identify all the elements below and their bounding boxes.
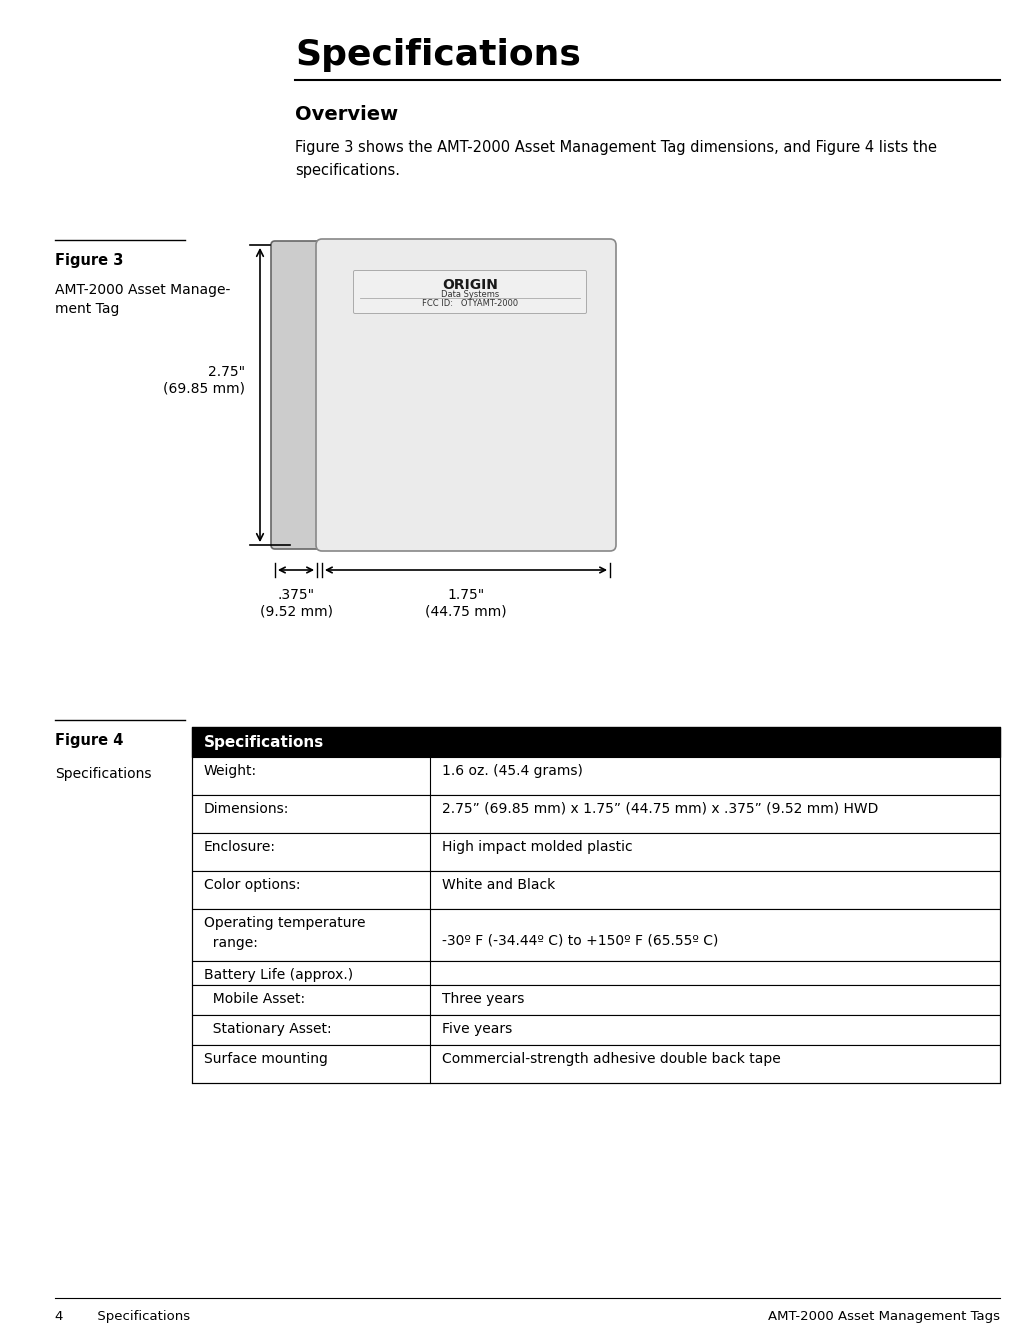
FancyBboxPatch shape	[354, 270, 587, 314]
Text: 4        Specifications: 4 Specifications	[55, 1311, 191, 1323]
Text: 2.75” (69.85 mm) x 1.75” (44.75 mm) x .375” (9.52 mm) HWD: 2.75” (69.85 mm) x 1.75” (44.75 mm) x .3…	[442, 802, 878, 816]
Bar	[192, 985, 1000, 1015]
Text: 2.75"
(69.85 mm): 2.75" (69.85 mm)	[163, 365, 245, 395]
Text: Three years: Three years	[442, 993, 525, 1006]
Bar	[192, 1045, 1000, 1083]
Text: AMT-2000 Asset Manage-
ment Tag: AMT-2000 Asset Manage- ment Tag	[55, 283, 230, 317]
Text: High impact molded plastic: High impact molded plastic	[442, 840, 633, 854]
Bar	[192, 834, 1000, 871]
Bar	[192, 871, 1000, 908]
Text: FCC ID:   OTYAMT-2000: FCC ID: OTYAMT-2000	[422, 299, 518, 309]
Text: Overview: Overview	[294, 106, 398, 124]
Text: Color options:: Color options:	[204, 878, 301, 892]
Bar	[192, 727, 1000, 758]
Text: Surface mounting: Surface mounting	[204, 1051, 328, 1066]
Bar	[192, 908, 1000, 961]
Text: Figure 3: Figure 3	[55, 253, 123, 269]
Text: Dimensions:: Dimensions:	[204, 802, 289, 816]
Bar	[192, 758, 1000, 795]
Text: Five years: Five years	[442, 1022, 513, 1035]
Text: White and Black: White and Black	[442, 878, 555, 892]
Text: .375"
(9.52 mm): .375" (9.52 mm)	[260, 588, 332, 619]
Text: Data Systems: Data Systems	[441, 290, 499, 299]
Bar	[192, 795, 1000, 834]
Text: Enclosure:: Enclosure:	[204, 840, 276, 854]
Text: Mobile Asset:: Mobile Asset:	[204, 993, 305, 1006]
Bar	[192, 1015, 1000, 1045]
Text: Specifications: Specifications	[55, 767, 152, 782]
Text: Weight:: Weight:	[204, 764, 257, 778]
Text: Specifications: Specifications	[204, 735, 324, 749]
FancyBboxPatch shape	[316, 239, 616, 550]
Text: Figure 4: Figure 4	[55, 733, 123, 748]
Text: Figure 3 shows the AMT-2000 Asset Management Tag dimensions, and Figure 4 lists : Figure 3 shows the AMT-2000 Asset Manage…	[294, 140, 937, 179]
Text: Operating temperature
  range:: Operating temperature range:	[204, 916, 366, 950]
Bar	[192, 961, 1000, 985]
Text: ORIGIN: ORIGIN	[442, 278, 498, 293]
Text: Specifications: Specifications	[294, 37, 581, 72]
Text: -30º F (-34.44º C) to +150º F (65.55º C): -30º F (-34.44º C) to +150º F (65.55º C)	[442, 933, 718, 947]
Text: Battery Life (approx.): Battery Life (approx.)	[204, 969, 354, 982]
FancyBboxPatch shape	[271, 240, 321, 549]
Text: 1.6 oz. (45.4 grams): 1.6 oz. (45.4 grams)	[442, 764, 583, 778]
Text: Stationary Asset:: Stationary Asset:	[204, 1022, 331, 1035]
Text: AMT-2000 Asset Management Tags: AMT-2000 Asset Management Tags	[768, 1311, 1000, 1323]
Text: 1.75"
(44.75 mm): 1.75" (44.75 mm)	[425, 588, 506, 619]
Text: Commercial-strength adhesive double back tape: Commercial-strength adhesive double back…	[442, 1051, 782, 1066]
